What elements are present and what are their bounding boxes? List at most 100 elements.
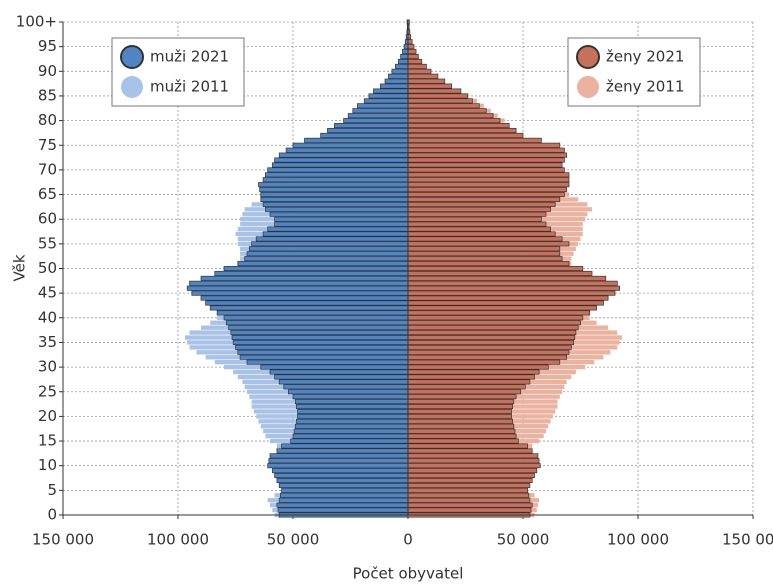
bar (407, 206, 551, 212)
bar (239, 354, 409, 360)
bar (407, 399, 515, 405)
bar (231, 335, 409, 341)
bar (407, 63, 427, 69)
bar (246, 359, 409, 365)
bar (407, 473, 535, 479)
bar (407, 226, 551, 232)
y-tick-label: 70 (38, 160, 57, 178)
y-tick-label: 0 (47, 506, 57, 524)
bar (407, 270, 593, 276)
bar (407, 438, 519, 444)
x-tick-label: 0 (403, 531, 413, 549)
bar (384, 78, 409, 84)
bar (407, 127, 517, 133)
y-tick-label: 85 (38, 86, 57, 104)
bar (407, 433, 517, 439)
x-tick-label: 100 000 (147, 531, 209, 549)
y-tick-label: 90 (38, 62, 57, 80)
bar (407, 477, 533, 484)
bar (407, 132, 524, 138)
bar (407, 339, 574, 345)
bar (262, 177, 409, 183)
bar (297, 408, 409, 414)
bar (407, 448, 533, 454)
bar (277, 507, 409, 513)
bar (290, 438, 409, 444)
bar (407, 147, 565, 153)
bar (380, 83, 409, 89)
y-axis-label: Věk (11, 254, 29, 281)
bar (407, 58, 423, 64)
bar (285, 147, 409, 153)
y-tick-label: 30 (38, 358, 57, 376)
bar (327, 127, 409, 133)
bar (320, 132, 409, 138)
bar (407, 142, 561, 148)
bar (407, 216, 542, 222)
bar (262, 231, 409, 237)
y-tick-label: 40 (38, 308, 57, 326)
bar (283, 384, 409, 390)
bar (397, 58, 409, 64)
bar (288, 389, 409, 395)
bar (407, 152, 568, 158)
bar (407, 413, 512, 419)
bar (407, 265, 584, 272)
bar (343, 118, 409, 124)
bar (407, 453, 539, 459)
bar (223, 315, 409, 321)
bar (357, 103, 409, 109)
bar (225, 320, 409, 326)
bar (407, 78, 446, 84)
bar (237, 261, 409, 267)
bar (352, 108, 409, 114)
bar (403, 44, 409, 50)
bar (407, 344, 572, 350)
bar (407, 310, 591, 316)
bar (407, 423, 515, 429)
bar (267, 167, 409, 173)
bar (391, 68, 409, 74)
bar (258, 182, 409, 188)
bar (347, 113, 409, 119)
bar (388, 73, 409, 79)
bar (407, 443, 528, 449)
bar (407, 394, 517, 400)
bar (395, 63, 409, 69)
legend-label: ženy 2021 (606, 48, 684, 66)
bar (216, 310, 409, 316)
bar (407, 428, 516, 434)
bar (407, 482, 531, 488)
bar (281, 443, 409, 449)
x-tick-label: 50 000 (267, 531, 320, 549)
y-tick-label: 15 (38, 432, 57, 450)
bar (407, 369, 540, 375)
y-tick-label: 10 (38, 456, 57, 474)
bar (407, 73, 439, 79)
bar (292, 394, 409, 400)
bar (407, 83, 453, 89)
bar (276, 502, 409, 508)
bar (407, 463, 541, 469)
bar (407, 49, 417, 55)
bar (271, 162, 409, 168)
bar (407, 103, 480, 109)
x-tick-label: 150 000 (32, 531, 94, 549)
bar (407, 418, 514, 424)
bar (269, 369, 409, 375)
bar (304, 137, 409, 143)
bar (407, 162, 563, 168)
bar (214, 270, 409, 276)
bar (373, 88, 409, 94)
bar (407, 364, 549, 370)
bar (407, 354, 568, 360)
bar (407, 177, 570, 183)
legend-swatch (121, 76, 143, 98)
bar (251, 241, 409, 247)
bar (232, 339, 409, 345)
y-tick-label: 20 (38, 407, 57, 425)
y-tick-label: 80 (38, 111, 57, 129)
bar (407, 246, 561, 252)
bar (278, 379, 409, 385)
bar (191, 290, 409, 296)
